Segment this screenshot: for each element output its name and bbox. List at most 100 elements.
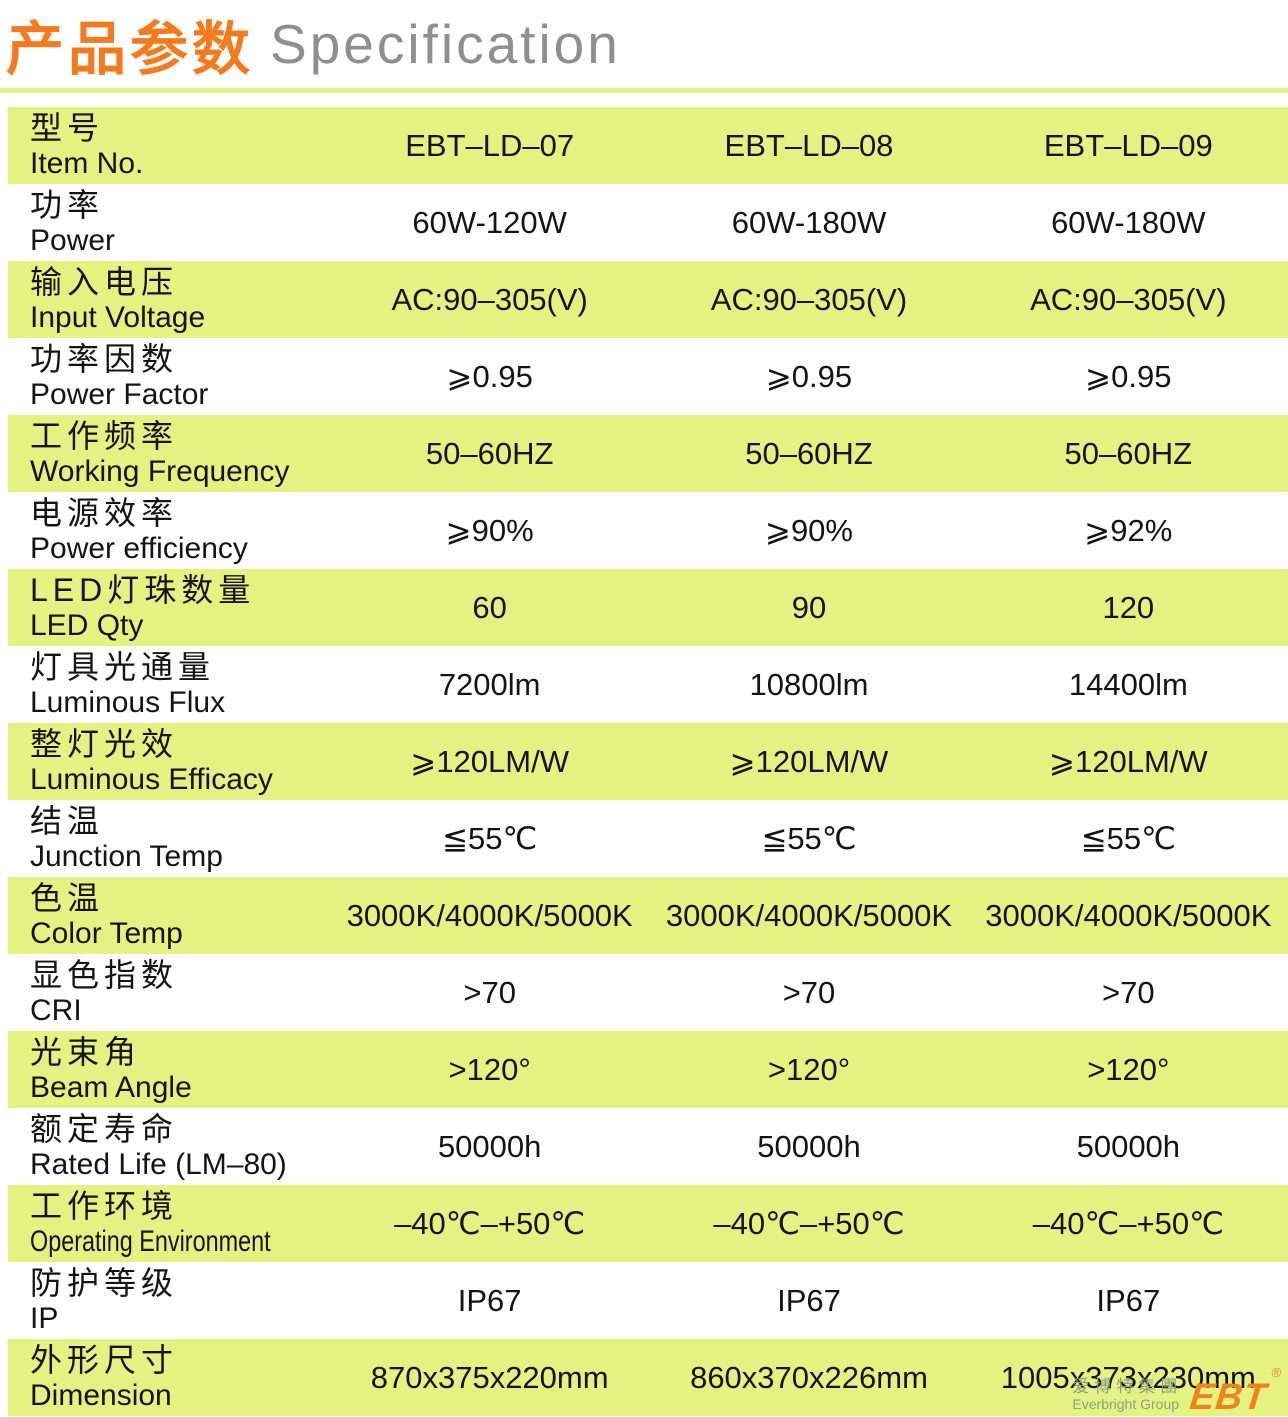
row-label: 色温 Color Temp [8, 877, 330, 954]
table-row-power-factor: 功率因数 Power Factor ⩾0.95 ⩾0.95 ⩾0.95 [8, 338, 1288, 415]
spec-value: 60W-180W [731, 204, 887, 240]
table-row-cri: 显色指数 CRI >70 >70 >70 [8, 954, 1288, 1031]
table-row-luminous-flux: 灯具光通量 Luminous Flux 7200lm 10800lm 14400… [8, 646, 1288, 723]
spec-value: 50–60HZ [425, 435, 554, 471]
spec-value: 50000h [757, 1128, 861, 1164]
row-label-en: Working Frequency [30, 454, 290, 488]
row-label-en: Input Voltage [30, 300, 206, 334]
row-label: 电源效率 Power efficiency [8, 492, 330, 569]
spec-value: >120° [448, 1051, 531, 1087]
spec-value: 3000K/4000K/5000K [665, 897, 953, 933]
spec-value: –40℃–+50℃ [1032, 1205, 1224, 1241]
table-row-dimension: 外形尺寸 Dimension 870x375x220mm 860x370x226… [8, 1339, 1288, 1416]
row-label-cn: 光束角 [30, 1033, 142, 1070]
spec-value: ⩾120LM/W [729, 743, 889, 779]
spec-value: ≦55℃ [1080, 820, 1176, 856]
everbright-group-logo: 爱博特集團 Everbright Group EBT® [1072, 1364, 1284, 1417]
spec-value: AC:90–305(V) [1030, 281, 1227, 317]
spec-value: 120 [1102, 589, 1155, 625]
spec-value: EBT–LD–07 [405, 127, 575, 163]
row-label-en: Power [30, 223, 116, 257]
row-label-cn: 外形尺寸 [30, 1341, 179, 1378]
row-label: 工作频率 Working Frequency [8, 415, 330, 492]
spec-value: ⩾0.95 [446, 358, 533, 394]
spec-value: ⩾92% [1084, 512, 1173, 548]
spec-value: 50000h [437, 1128, 542, 1164]
spec-value: 50–60HZ [745, 435, 873, 471]
table-row-operating-environment: 工作环境 Operating Environment –40℃–+50℃ –40… [8, 1185, 1288, 1262]
spec-value: –40℃–+50℃ [394, 1205, 586, 1241]
spec-value: 7200lm [438, 666, 541, 702]
row-label-en: Dimension [30, 1378, 172, 1412]
specification-table: 型号 Item No. EBT–LD–07 EBT–LD–08 EBT–LD–0… [8, 107, 1288, 1416]
spec-value: 870x375x220mm [370, 1359, 609, 1395]
row-label-en: LED Qty [30, 608, 144, 642]
logo-english-name: Everbright Group [1072, 1395, 1180, 1412]
row-label-en: Power efficiency [30, 531, 248, 565]
row-label-en: Power Factor [30, 377, 209, 411]
table-row-luminous-efficacy: 整灯光效 Luminous Efficacy ⩾120LM/W ⩾120LM/W… [8, 723, 1288, 800]
spec-value: >70 [782, 974, 836, 1010]
spec-value: 10800lm [749, 666, 869, 702]
page-title-english: Specification [270, 13, 621, 75]
logo-text-block: 爱博特集團 Everbright Group [1072, 1377, 1182, 1412]
row-label-cn: 额定寿命 [30, 1110, 179, 1147]
row-label: 额定寿命 Rated Life (LM–80) [8, 1108, 330, 1185]
spec-value: ⩾120LM/W [1049, 743, 1208, 779]
spec-value: >120° [767, 1051, 851, 1087]
table-row-rated-life: 额定寿命 Rated Life (LM–80) 50000h 50000h 50… [8, 1108, 1288, 1185]
table-row-item-no: 型号 Item No. EBT–LD–07 EBT–LD–08 EBT–LD–0… [8, 107, 1288, 184]
header-divider [0, 88, 1288, 93]
table-row-input-voltage: 输入电压 Input Voltage AC:90–305(V) AC:90–30… [8, 261, 1288, 338]
row-label: 输入电压 Input Voltage [8, 261, 330, 338]
table-row-beam-angle: 光束角 Beam Angle >120° >120° >120° [8, 1031, 1288, 1108]
row-label-en: Luminous Flux [30, 685, 226, 719]
row-label-en: IP [30, 1301, 59, 1335]
row-label: 光束角 Beam Angle [8, 1031, 330, 1108]
spec-value: EBT–LD–09 [1043, 127, 1213, 163]
row-label: 灯具光通量 Luminous Flux [8, 646, 330, 723]
spec-value: 860x370x226mm [690, 1359, 928, 1395]
row-label-cn: 结温 [30, 802, 105, 839]
spec-value: IP67 [1096, 1282, 1161, 1318]
ebt-brand-mark: EBT® [1188, 1364, 1284, 1417]
row-label: 外形尺寸 Dimension [8, 1339, 330, 1416]
spec-value: ⩾120LM/W [410, 743, 569, 779]
row-label-cn: 输入电压 [30, 263, 179, 300]
row-label: 功率因数 Power Factor [8, 338, 330, 415]
row-label-cn: 工作环境 [30, 1187, 179, 1224]
row-label-en: Color Temp [30, 916, 183, 950]
row-label: 功率 Power [8, 184, 330, 261]
row-label-cn: 型号 [30, 109, 105, 146]
table-row-color-temp: 色温 Color Temp 3000K/4000K/5000K 3000K/40… [8, 877, 1288, 954]
row-label-cn: 功率因数 [30, 340, 179, 377]
spec-value: 14400lm [1068, 666, 1188, 702]
row-label: 型号 Item No. [8, 107, 330, 184]
spec-value: IP67 [457, 1282, 522, 1318]
spec-value: >70 [1102, 974, 1155, 1010]
spec-value: >120° [1087, 1051, 1170, 1087]
spec-value: 3000K/4000K/5000K [346, 897, 633, 933]
row-label-en: Operating Environment [30, 1224, 271, 1258]
spec-value: ⩾0.95 [1085, 358, 1172, 394]
table-row-working-frequency: 工作频率 Working Frequency 50–60HZ 50–60HZ 5… [8, 415, 1288, 492]
row-label: 整灯光效 Luminous Efficacy [8, 723, 330, 800]
spec-value: AC:90–305(V) [710, 281, 908, 317]
row-label: LED灯珠数量 LED Qty [8, 569, 330, 646]
table-row-ip: 防护等级 IP IP67 IP67 IP67 [8, 1262, 1288, 1339]
spec-value: 1005x373x230mm [1000, 1359, 1256, 1395]
row-label-cn: 整灯光效 [30, 725, 179, 762]
row-label-en: Junction Temp [30, 839, 223, 873]
spec-value: 60W-120W [412, 204, 567, 240]
row-label-en: Item No. [30, 146, 144, 180]
row-label-cn: 显色指数 [30, 956, 179, 993]
page-title-chinese: 产品参数 [6, 17, 255, 82]
spec-value: 50000h [1076, 1128, 1181, 1164]
spec-value: 90 [791, 589, 827, 625]
spec-value: ⩾90% [445, 512, 534, 548]
row-label-en: Rated Life (LM–80) [30, 1147, 287, 1181]
row-label: 防护等级 IP [8, 1262, 330, 1339]
table-row-power-efficiency: 电源效率 Power efficiency ⩾90% ⩾90% ⩾92% [8, 492, 1288, 569]
row-label: 工作环境 Operating Environment [8, 1185, 330, 1262]
row-label-cn: 电源效率 [30, 494, 179, 531]
